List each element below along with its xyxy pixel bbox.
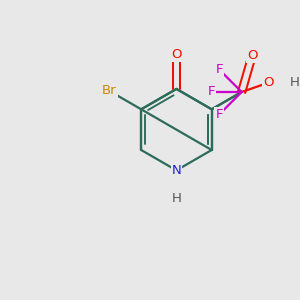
Text: F: F xyxy=(215,63,223,76)
Text: H: H xyxy=(172,192,182,206)
Text: F: F xyxy=(207,85,215,98)
Text: O: O xyxy=(247,49,257,62)
Text: O: O xyxy=(171,48,182,61)
Text: H: H xyxy=(289,76,299,89)
Text: F: F xyxy=(215,108,223,121)
Text: N: N xyxy=(172,164,181,177)
Text: Br: Br xyxy=(102,85,117,98)
Text: O: O xyxy=(263,76,273,89)
